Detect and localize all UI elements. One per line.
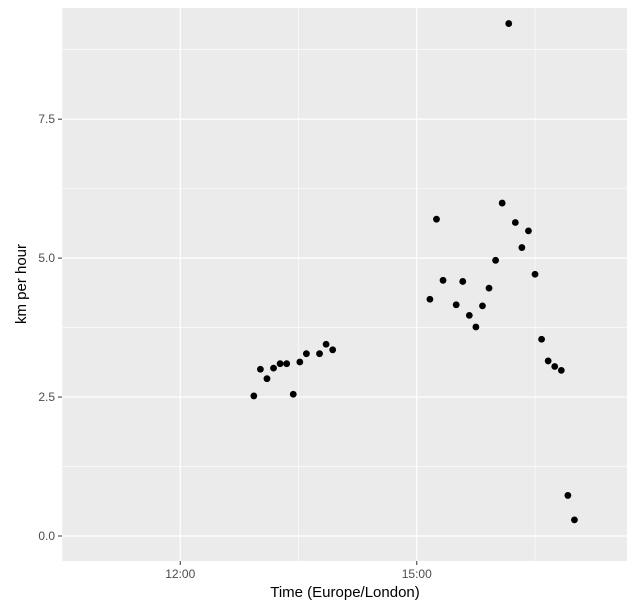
data-points (250, 20, 578, 524)
data-point (452, 301, 460, 309)
y-tick-label: 0.0 (38, 529, 55, 543)
x-axis: 12:00 15:00 (165, 561, 432, 581)
y-tick-label: 7.5 (38, 112, 55, 126)
data-point (433, 215, 440, 223)
data-point (525, 227, 532, 235)
data-point (505, 20, 513, 27)
data-point (479, 302, 486, 310)
data-point (544, 357, 552, 365)
x-tick-label: 15:00 (402, 567, 432, 581)
data-point (257, 365, 264, 373)
data-point (485, 284, 493, 292)
x-axis-title: Time (Europe/London) (270, 584, 420, 601)
major-gridlines (62, 8, 627, 561)
data-point (283, 360, 291, 368)
minor-gridlines (61, 8, 627, 561)
data-point (439, 276, 447, 284)
data-point (276, 360, 284, 368)
data-point (472, 323, 480, 331)
data-point (263, 375, 271, 383)
data-point (571, 516, 578, 524)
data-point (289, 390, 297, 398)
data-point (316, 350, 323, 358)
y-tick-label: 5.0 (38, 251, 55, 265)
data-point (531, 270, 539, 278)
data-point (250, 392, 258, 400)
plot-background (62, 8, 627, 561)
x-tick-label: 12:00 (165, 567, 195, 581)
data-point (296, 358, 304, 366)
data-point (322, 340, 330, 348)
data-point (511, 219, 519, 226)
data-point (538, 335, 545, 343)
data-point (551, 363, 559, 370)
data-point (329, 346, 337, 354)
y-axis-title: km per hour (13, 244, 30, 324)
data-point (492, 256, 500, 264)
data-point (518, 244, 526, 251)
data-point (465, 311, 473, 319)
data-point (557, 366, 565, 374)
y-axis: 0.0 2.5 5.0 7.5 (38, 112, 62, 543)
data-point (459, 278, 467, 285)
data-point (498, 199, 506, 207)
y-tick-label: 2.5 (38, 390, 55, 404)
data-point (270, 364, 277, 372)
data-point (426, 295, 434, 303)
data-point (302, 350, 310, 358)
data-point (564, 492, 572, 499)
